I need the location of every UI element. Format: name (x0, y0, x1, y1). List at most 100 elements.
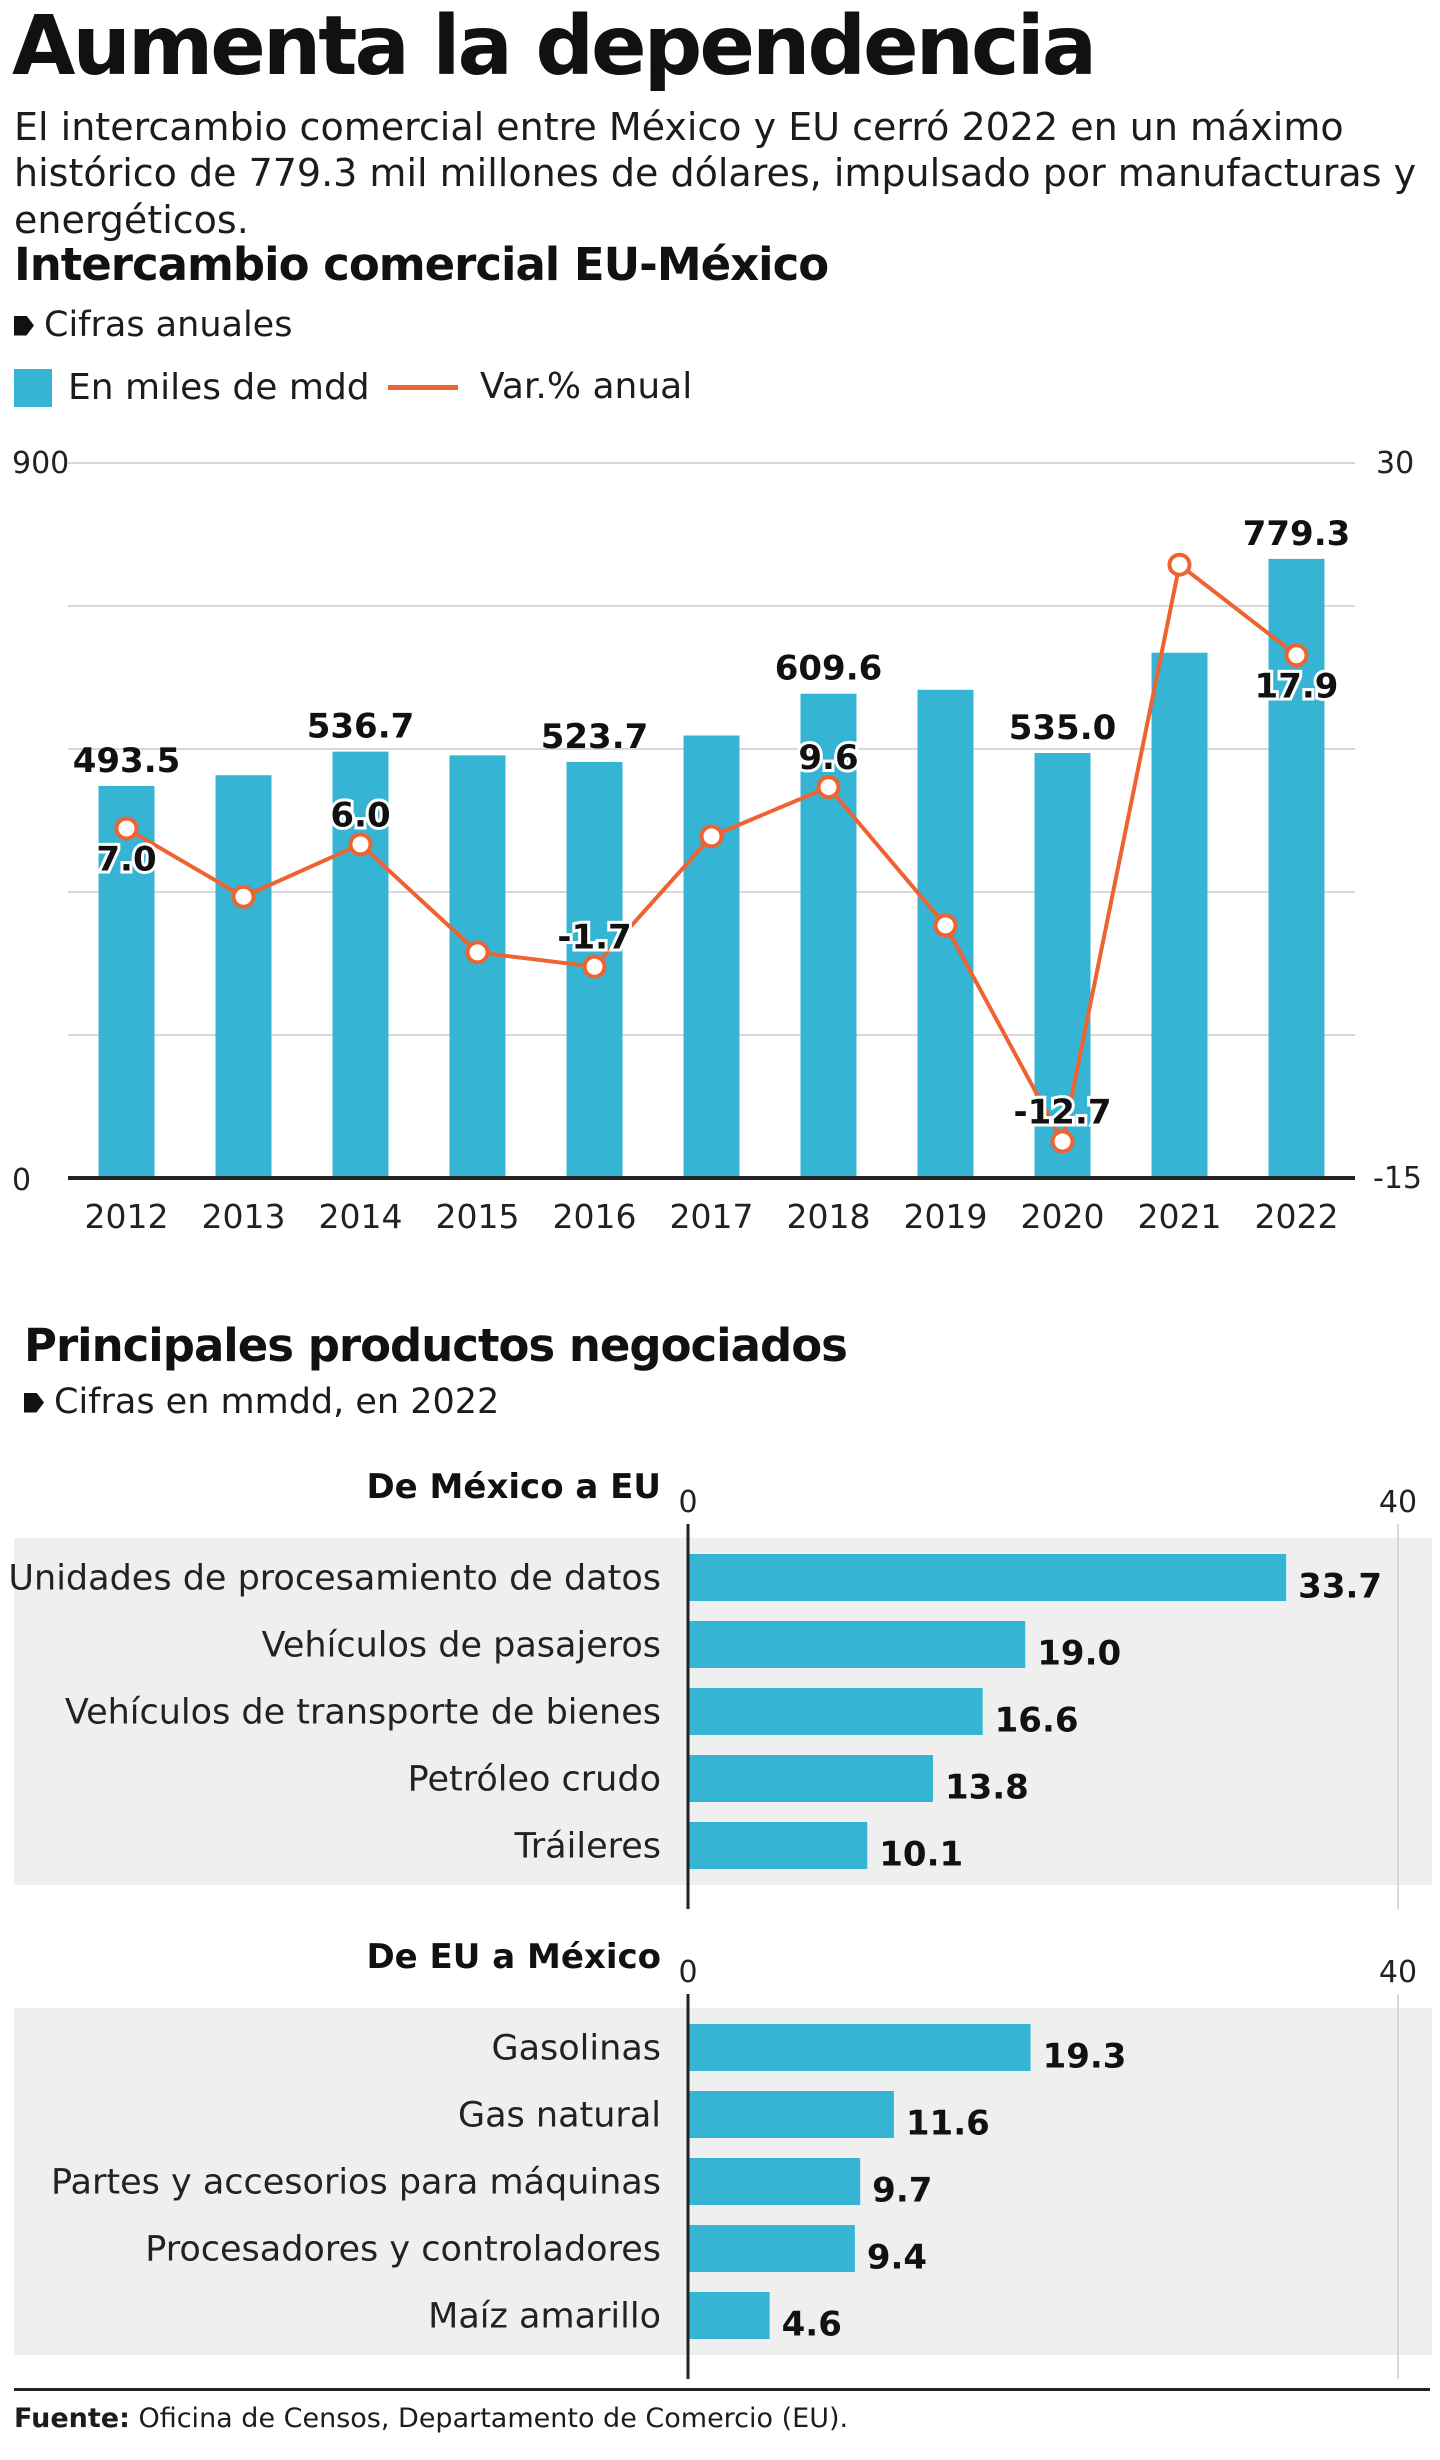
point-label-2014: 6.0 (330, 795, 390, 835)
hbar-0-0 (688, 1554, 1286, 1601)
hbar-category-0-1: Vehículos de pasajeros (262, 1626, 661, 1666)
left-axis-min: 0 (12, 1163, 31, 1198)
group-title-1: De EU a México (366, 1937, 661, 1977)
bar-label-2014: 536.7 (307, 707, 415, 747)
hbar-value-1-2: 9.7 (872, 2171, 932, 2211)
year-label-2018: 2018 (787, 1197, 871, 1236)
hbar-category-0-0: Unidades de procesamiento de datos (8, 1559, 661, 1599)
hbar-chart: De México a EU 0 40 Unidades de procesamien… (0, 1440, 1440, 2380)
hbar-value-0-3: 13.8 (945, 1768, 1029, 1808)
legend-bar-label: En miles de mdd (68, 370, 370, 406)
year-label-2021: 2021 (1138, 1197, 1222, 1236)
hbar-1-1 (688, 2091, 894, 2138)
footer-rule (14, 2388, 1430, 2391)
point-2014 (351, 834, 371, 854)
year-label-2015: 2015 (436, 1197, 520, 1236)
chart-1-title: Intercambio comercial EU-México (14, 242, 828, 287)
group-title-0: De México a EU (366, 1467, 661, 1507)
bar-2017 (684, 735, 740, 1178)
hbar-1-0 (688, 2024, 1031, 2071)
point-2015 (468, 942, 488, 962)
point-2020 (1053, 1131, 1073, 1151)
deck: El intercambio comercial entre México y … (14, 104, 1424, 243)
headline: Aumenta la dependencia (12, 6, 1094, 88)
legend-line: Var.% anual (388, 369, 692, 405)
point-label-2018: 9.6 (798, 738, 858, 778)
point-2022 (1287, 645, 1307, 665)
point-label-2016: -1.7 (557, 918, 631, 958)
hbar-value-0-1: 19.0 (1037, 1634, 1121, 1674)
bar-swatch-icon (14, 369, 52, 407)
bar-2013 (216, 775, 272, 1178)
group-axis-max-1: 40 (1379, 1955, 1417, 1990)
year-label-2012: 2012 (85, 1197, 169, 1236)
hbar-category-0-2: Vehículos de transporte de bienes (65, 1693, 661, 1733)
bar-label-2022: 779.3 (1243, 514, 1351, 554)
year-label-2020: 2020 (1021, 1197, 1105, 1236)
hbar-1-4 (688, 2292, 770, 2339)
point-2021 (1170, 555, 1190, 575)
tag-icon (14, 316, 34, 336)
hbar-category-1-1: Gas natural (458, 2096, 661, 2136)
group-axis-min-1: 0 (678, 1955, 697, 1990)
hbar-category-0-4: Tráileres (514, 1827, 661, 1867)
left-axis-max: 900 (12, 446, 69, 481)
bar-label-2018: 609.6 (775, 649, 883, 689)
chart-1-subtitle: Cifras anuales (14, 308, 292, 343)
hbar-category-1-3: Procesadores y controladores (145, 2230, 661, 2270)
hbar-value-1-3: 9.4 (867, 2238, 927, 2278)
year-label-2019: 2019 (904, 1197, 988, 1236)
hbar-category-0-3: Petróleo crudo (408, 1760, 661, 1800)
point-2013 (234, 887, 254, 907)
hbar-0-3 (688, 1755, 933, 1802)
right-axis-min: -15 (1373, 1161, 1422, 1196)
bar-label-2020: 535.0 (1009, 708, 1117, 748)
point-2017 (702, 826, 722, 846)
year-label-2017: 2017 (670, 1197, 754, 1236)
hbar-category-1-4: Maíz amarillo (428, 2297, 661, 2337)
point-label-2022: 17.9 (1255, 666, 1339, 706)
year-label-2022: 2022 (1255, 1197, 1339, 1236)
bar-label-2012: 493.5 (73, 741, 181, 781)
combo-chart: 900 0 30 -15 493.5 2012 2013 536.7 2014 2015 523.7… (0, 430, 1440, 1260)
source-label: Fuente: (14, 2403, 130, 2434)
hbar-1-2 (688, 2158, 860, 2205)
legend-bar: En miles de mdd (14, 369, 370, 407)
bar-label-2016: 523.7 (541, 717, 649, 757)
source-text: Oficina de Censos, Departamento de Comer… (130, 2403, 848, 2434)
hbar-1-3 (688, 2225, 855, 2272)
group-axis-min-0: 0 (678, 1485, 697, 1520)
hbar-0-4 (688, 1822, 867, 1869)
year-label-2016: 2016 (553, 1197, 637, 1236)
hbar-value-1-4: 4.6 (782, 2305, 842, 2345)
point-label-2020: -12.7 (1014, 1092, 1112, 1132)
group-axis-max-0: 40 (1379, 1485, 1417, 1520)
tag-icon (24, 1393, 44, 1413)
hbar-value-0-0: 33.7 (1298, 1567, 1382, 1607)
point-label-2012: 7.0 (96, 839, 156, 879)
year-label-2014: 2014 (319, 1197, 403, 1236)
source-note: Fuente: Oficina de Censos, Departamento … (14, 2403, 848, 2434)
point-2012 (117, 818, 137, 838)
chart-1-subtitle-text: Cifras anuales (44, 308, 292, 343)
legend-line-label: Var.% anual (480, 369, 692, 405)
chart-2-subtitle-text: Cifras en mmdd, en 2022 (54, 1385, 499, 1420)
hbar-category-1-2: Partes y accesorios para máquinas (51, 2163, 661, 2203)
hbar-0-1 (688, 1621, 1025, 1668)
chart-2-subtitle: Cifras en mmdd, en 2022 (24, 1385, 499, 1420)
chart-2-title: Principales productos negociados (24, 1323, 847, 1368)
bar-2015 (450, 755, 506, 1178)
hbar-value-1-1: 11.6 (906, 2104, 990, 2144)
point-2018 (819, 777, 839, 797)
hbar-category-1-0: Gasolinas (491, 2029, 661, 2069)
point-2019 (936, 915, 956, 935)
hbar-0-2 (688, 1688, 983, 1735)
bar-2021 (1152, 653, 1208, 1178)
year-label-2013: 2013 (202, 1197, 286, 1236)
line-swatch-icon (388, 385, 458, 390)
hbar-value-0-4: 10.1 (879, 1835, 963, 1875)
right-axis-max: 30 (1376, 446, 1414, 481)
point-2016 (585, 957, 605, 977)
hbar-value-1-0: 19.3 (1043, 2037, 1127, 2077)
hbar-value-0-2: 16.6 (995, 1701, 1079, 1741)
